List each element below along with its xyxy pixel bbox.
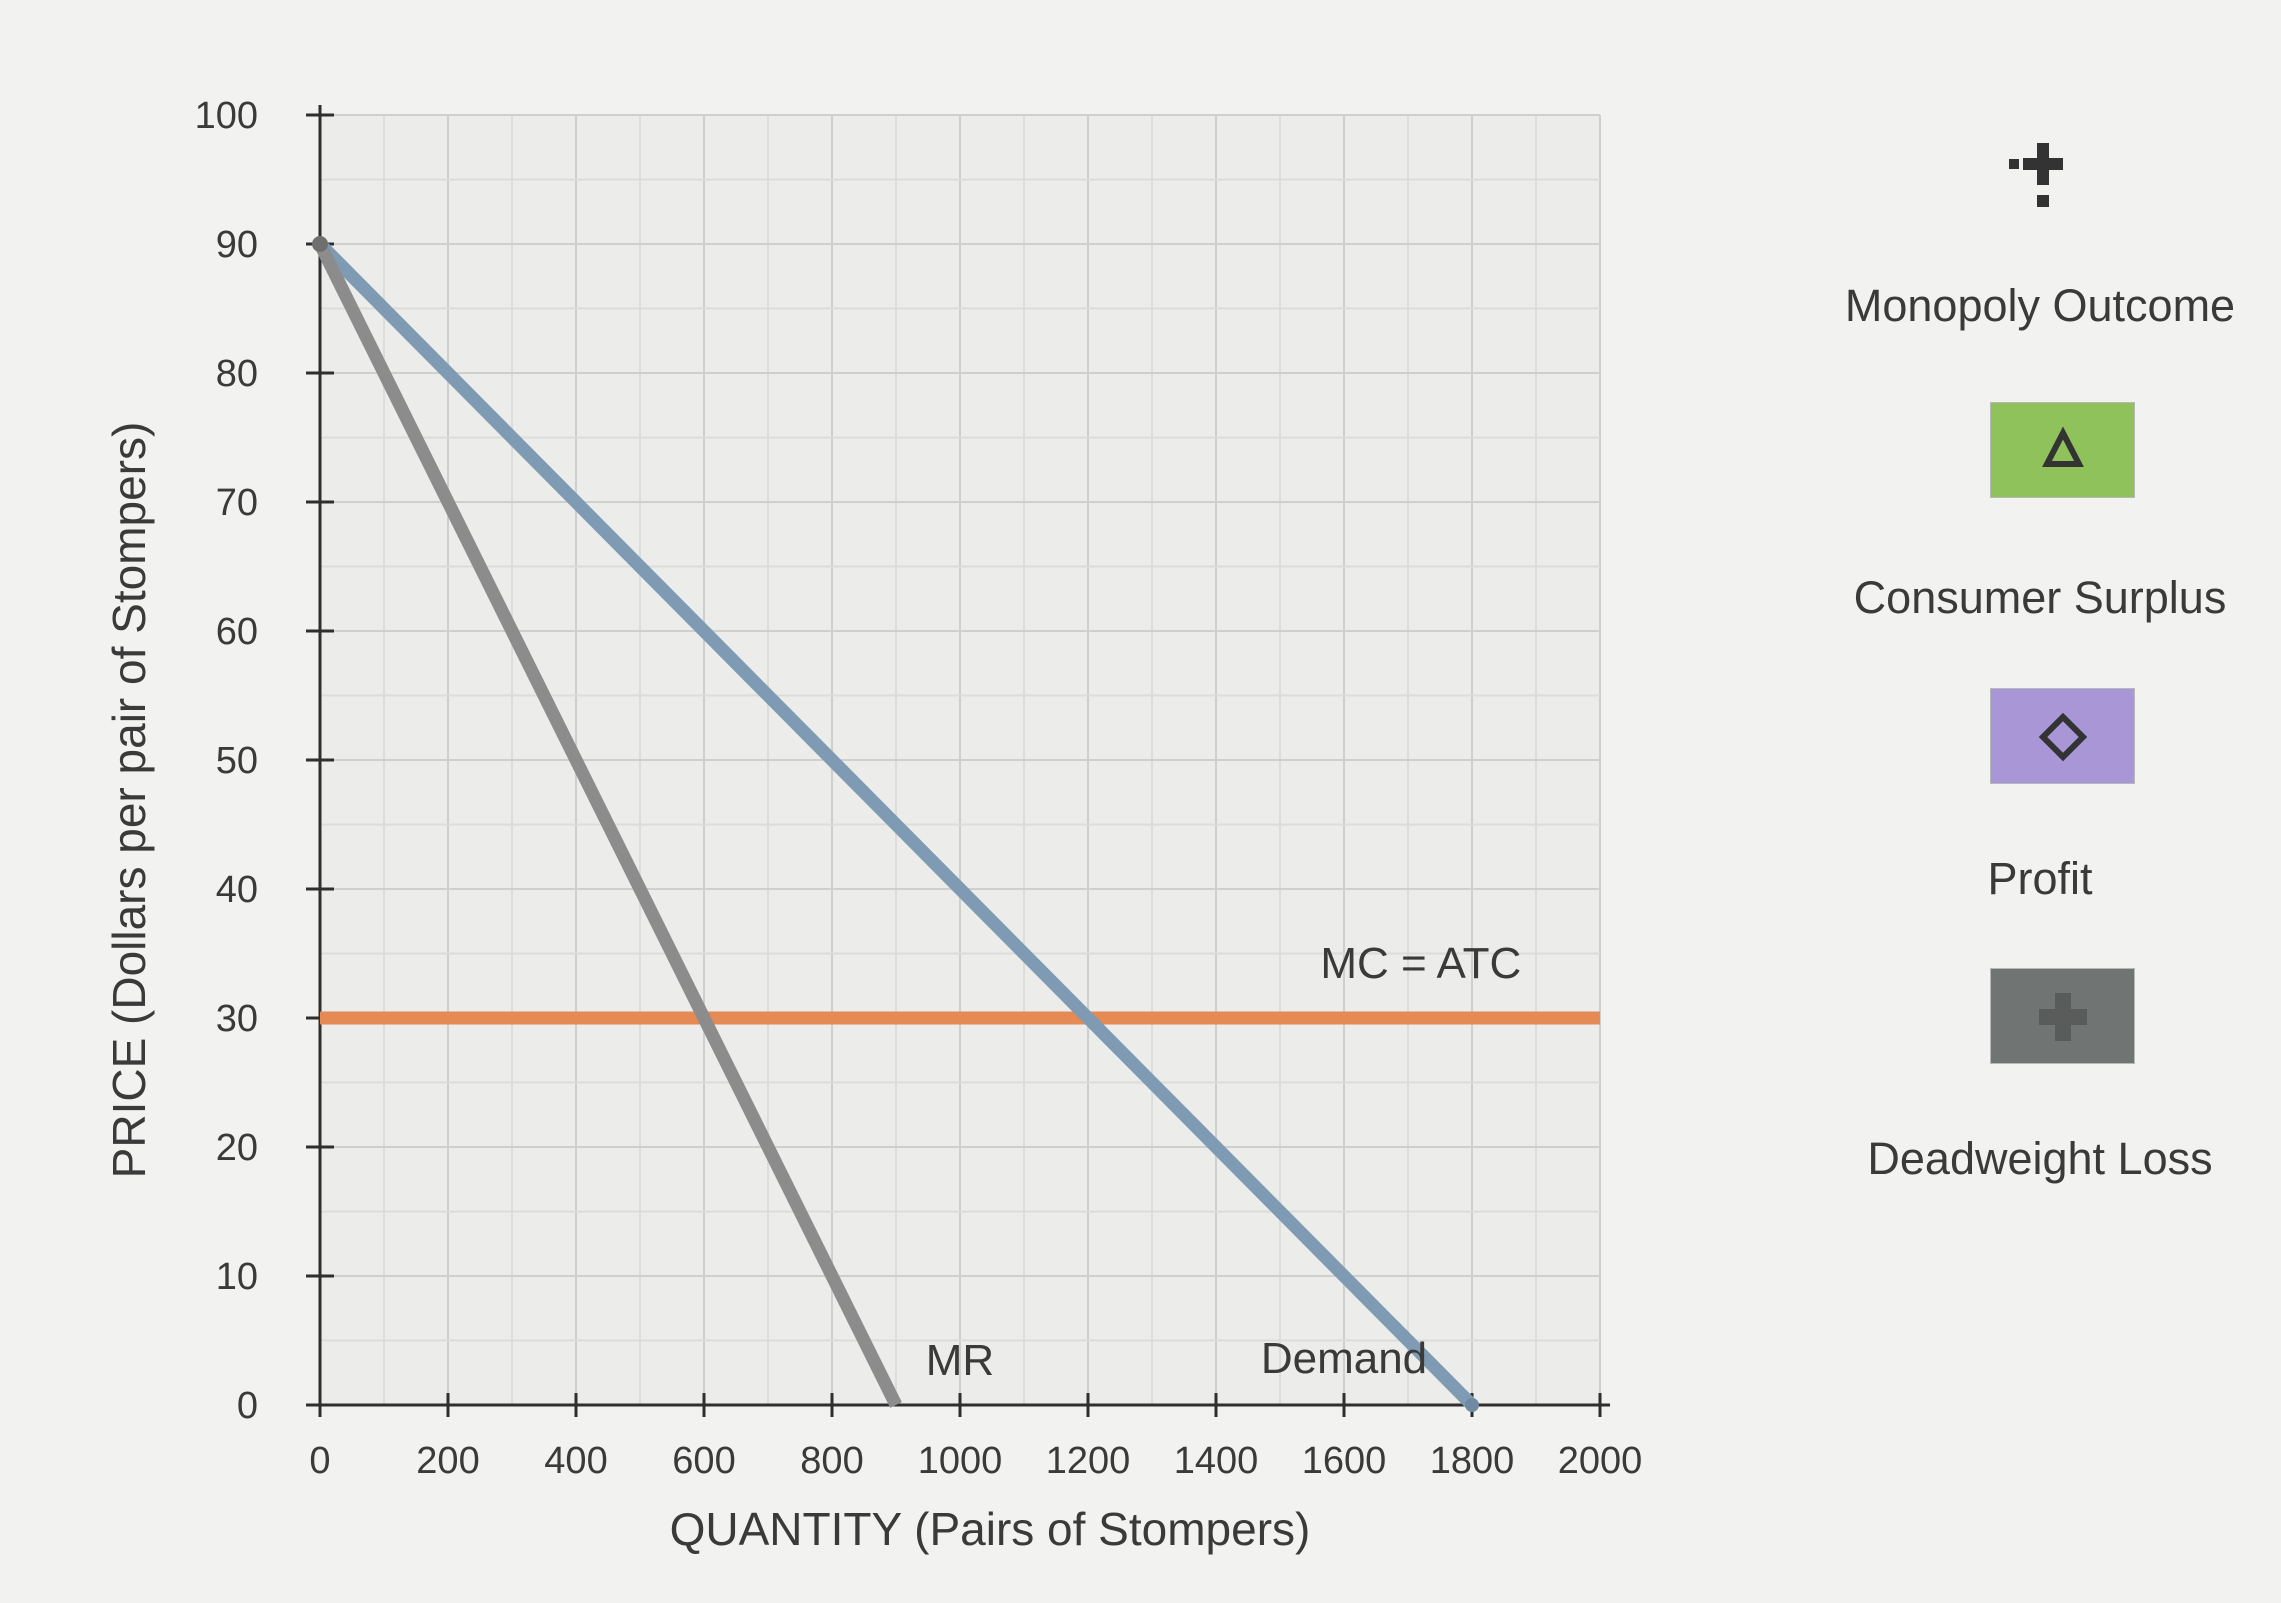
profit-swatch[interactable] [1990, 688, 2135, 784]
x-tick-label: 400 [544, 1440, 607, 1482]
x-axis-title: QUANTITY (Pairs of Stompers) [670, 1503, 1311, 1555]
y-tick-label: 30 [216, 998, 258, 1040]
y-tick-label: 80 [216, 353, 258, 395]
deadweight-loss-swatch[interactable] [1990, 968, 2135, 1064]
y-tick-label: 60 [216, 611, 258, 653]
plus-icon [2039, 993, 2087, 1041]
y-tick-label: 0 [237, 1385, 258, 1427]
y-tick-label: 10 [216, 1256, 258, 1298]
y-tick-label: 90 [216, 224, 258, 266]
y-tick-label: 40 [216, 869, 258, 911]
x-tick-label: 1600 [1302, 1440, 1387, 1482]
y-tick-label: 20 [216, 1127, 258, 1169]
series [312, 236, 1600, 1412]
series-label-mc-atc: MC = ATC [1320, 939, 1521, 988]
x-tick-label: 200 [416, 1440, 479, 1482]
triangle-icon [2042, 426, 2084, 467]
x-tick-label: 1800 [1430, 1440, 1515, 1482]
x-tick-label: 600 [672, 1440, 735, 1482]
series-line-mr [314, 241, 902, 1408]
axes [306, 105, 1610, 1417]
labels: 0 200 400 600 800 1000 1200 1400 1600 1800 2000 0 10… [103, 95, 1642, 1555]
demand-endpoint [1465, 1398, 1479, 1412]
x-tick-label: 1400 [1174, 1440, 1259, 1482]
series-line-demand [315, 239, 1477, 1410]
legend-label-consumer-surplus: Consumer Surplus [1853, 572, 2227, 623]
consumer-surplus-swatch[interactable] [1990, 402, 2135, 498]
grid [319, 114, 1601, 1406]
x-tick-label: 0 [309, 1440, 330, 1482]
y-tick-label: 70 [216, 482, 258, 524]
plus-marker-icon [2009, 143, 2063, 207]
legend-label-profit: Profit [1987, 853, 2093, 904]
y-axis-title: PRICE (Dollars per pair of Stompers) [103, 422, 155, 1179]
x-tick-label: 1000 [918, 1440, 1003, 1482]
diamond-icon [2038, 712, 2088, 762]
x-tick-label: 1200 [1046, 1440, 1131, 1482]
series-label-demand: Demand [1261, 1334, 1427, 1383]
y-tick-label: 50 [216, 740, 258, 782]
x-tick-label: 2000 [1558, 1440, 1643, 1482]
legend-label-monopoly-outcome: Monopoly Outcome [1844, 280, 2236, 331]
y-tick-label: 100 [195, 95, 258, 137]
intercept-point [312, 236, 328, 252]
series-label-mr: MR [926, 1336, 994, 1385]
legend-label-deadweight-loss: Deadweight Loss [1867, 1133, 2213, 1184]
x-tick-label: 800 [800, 1440, 863, 1482]
